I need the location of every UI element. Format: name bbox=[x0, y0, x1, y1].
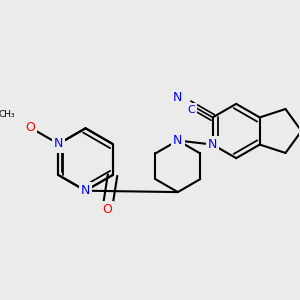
Text: O: O bbox=[25, 121, 35, 134]
Text: N: N bbox=[54, 137, 63, 150]
Text: C: C bbox=[188, 105, 195, 115]
Text: N: N bbox=[81, 184, 90, 197]
Text: O: O bbox=[102, 203, 112, 217]
Text: N: N bbox=[173, 91, 182, 103]
Text: N: N bbox=[173, 134, 182, 147]
Text: CH₃: CH₃ bbox=[0, 110, 15, 118]
Text: N: N bbox=[208, 138, 218, 151]
